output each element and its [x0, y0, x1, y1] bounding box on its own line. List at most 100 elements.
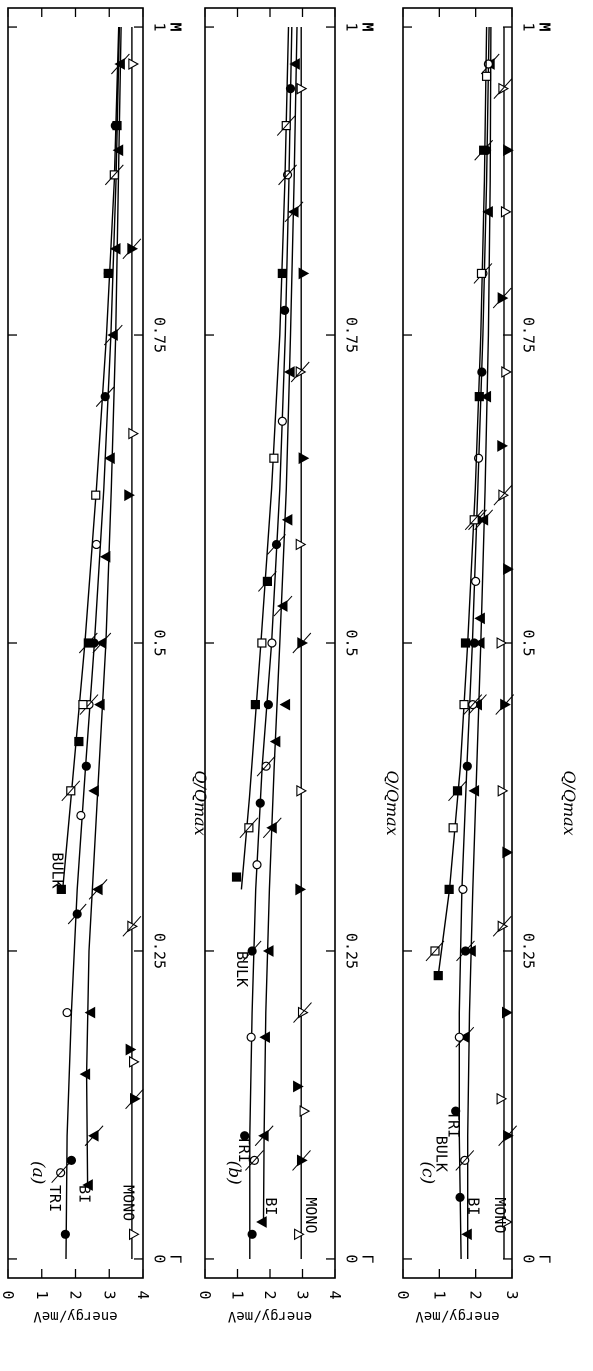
error-bar — [61, 780, 81, 802]
error-bar — [293, 1002, 312, 1023]
error-bar — [455, 1150, 475, 1171]
data-point — [462, 761, 472, 771]
data-point — [103, 268, 113, 279]
data-point — [480, 390, 492, 403]
data-point — [497, 439, 508, 452]
error-bar — [256, 755, 276, 777]
data-point — [256, 1216, 267, 1228]
data-point — [84, 1006, 96, 1019]
error-bar — [448, 780, 467, 802]
error-bar — [464, 509, 484, 531]
q-tick-label: 0 — [151, 1254, 169, 1263]
data-point — [481, 71, 492, 81]
data-point — [74, 736, 84, 747]
data-point — [293, 1080, 304, 1093]
error-bar — [492, 916, 512, 937]
data-point — [469, 638, 479, 648]
data-point — [444, 884, 454, 894]
data-point — [459, 699, 469, 710]
data-point — [81, 761, 91, 771]
energy-tick-label: 0 — [394, 1290, 412, 1299]
error-bar — [67, 903, 87, 925]
energy-tick-label: 1 — [229, 1290, 247, 1299]
series-label: MONO — [491, 1197, 509, 1233]
data-point — [277, 268, 287, 279]
data-point — [289, 58, 300, 70]
panel-label: (b) — [224, 1161, 244, 1185]
panel-label: (c) — [417, 1161, 437, 1184]
error-bar — [103, 324, 123, 346]
error-bar — [51, 1162, 71, 1184]
q-tick-label: 0 — [343, 1254, 361, 1263]
error-bar — [278, 164, 297, 186]
error-bar — [276, 115, 296, 136]
q-axis-title: Q/Qmax — [383, 770, 402, 835]
data-point — [94, 698, 105, 711]
q-tick-label: 0.75 — [343, 317, 361, 353]
data-point — [78, 699, 88, 710]
q-tick-label: 1 — [520, 23, 538, 32]
error-bar — [242, 940, 262, 962]
data-point — [474, 612, 485, 625]
q-tick-label: 0.5 — [520, 629, 538, 656]
series-label: BI — [262, 1197, 280, 1215]
series-tri: TRI — [235, 26, 297, 1259]
dispersion-curve — [262, 26, 298, 1223]
error-bar — [125, 1088, 144, 1110]
data-point — [280, 305, 290, 315]
q-tick-label: 0.25 — [343, 933, 361, 969]
energy-tick-label: 3 — [100, 1290, 118, 1299]
series-mono: MONO — [290, 27, 320, 1259]
error-bar — [474, 139, 494, 161]
error-bar — [456, 940, 475, 962]
data-point — [109, 242, 121, 255]
gamma-point-label: Γ — [167, 1254, 185, 1263]
dispersion-curve — [62, 26, 120, 890]
series-bi: BI — [455, 26, 500, 1259]
data-point — [501, 1006, 513, 1019]
q-tick-label: 1 — [151, 23, 169, 32]
data-point — [281, 513, 293, 526]
q-tick-label: 0.25 — [151, 933, 169, 969]
data-point — [62, 1007, 72, 1018]
series-bulk: BULK — [231, 26, 296, 987]
data-point — [112, 121, 122, 131]
data-point — [128, 427, 140, 440]
error-bar — [79, 694, 99, 715]
error-bar — [498, 1125, 518, 1147]
series-bi: BI — [75, 26, 130, 1203]
data-point — [56, 884, 66, 894]
panel-label: (a) — [28, 1161, 48, 1184]
error-bar — [78, 632, 98, 654]
data-point — [129, 1228, 140, 1241]
energy-tick-label: 0 — [196, 1290, 214, 1299]
error-bar — [492, 287, 512, 309]
data-point — [88, 784, 99, 797]
error-bar — [468, 694, 487, 715]
error-bar — [493, 78, 513, 99]
energy-tick-label: 4 — [134, 1290, 152, 1299]
dispersion-curve — [240, 26, 290, 890]
m-point-label: M — [536, 23, 554, 32]
data-point — [262, 945, 274, 957]
q-tick-label: 0.75 — [151, 317, 169, 353]
error-bar — [292, 1150, 311, 1171]
error-bar — [267, 534, 286, 555]
series-label: BULK — [48, 852, 66, 888]
data-point — [263, 699, 273, 710]
data-point — [255, 798, 265, 808]
data-point — [104, 452, 115, 465]
data-point — [460, 638, 471, 648]
error-bar — [290, 361, 310, 383]
data-point — [82, 1179, 93, 1191]
data-point — [468, 784, 480, 797]
q-tick-label: 0.75 — [520, 317, 538, 353]
energy-axis-title: energy/meV — [227, 1308, 312, 1324]
series-mono: MONO — [491, 27, 518, 1259]
data-point — [501, 1216, 513, 1228]
data-point — [482, 205, 493, 218]
data-point — [476, 268, 487, 279]
data-point — [296, 784, 308, 797]
data-point — [295, 538, 307, 551]
energy-tick-label: 2 — [467, 1290, 485, 1299]
